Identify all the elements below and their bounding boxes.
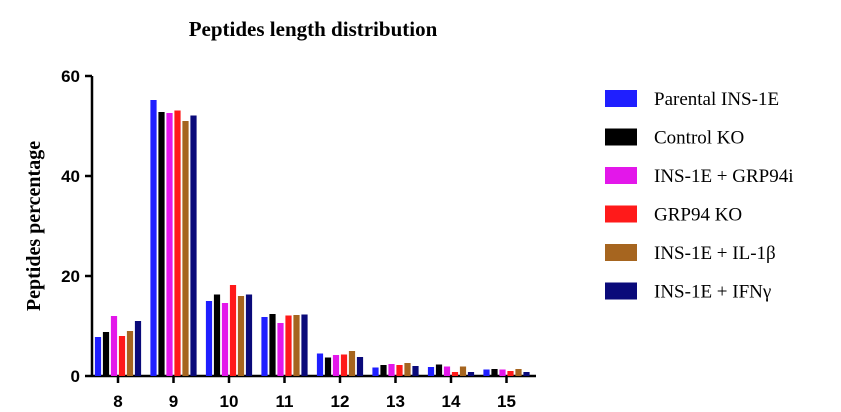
bar xyxy=(316,353,324,376)
bar xyxy=(324,357,332,376)
legend-label: Control KO xyxy=(654,128,744,149)
x-tick-label: 12 xyxy=(331,392,350,411)
bar xyxy=(523,372,530,376)
legend-label: Parental INS-1E xyxy=(654,89,779,110)
bar xyxy=(285,315,292,376)
bar xyxy=(293,315,300,376)
bar xyxy=(499,369,506,376)
bar xyxy=(491,369,498,376)
chart-title: Peptides length distribution xyxy=(189,17,438,41)
bar xyxy=(237,296,245,376)
x-tick-label: 8 xyxy=(113,392,122,411)
bar xyxy=(340,354,348,376)
legend-swatch xyxy=(605,128,637,146)
legend-swatch xyxy=(605,244,637,261)
bar xyxy=(182,121,189,376)
bar xyxy=(174,110,181,376)
bar xyxy=(356,357,364,376)
x-tick-label: 9 xyxy=(169,392,178,411)
bar xyxy=(118,336,126,376)
bar xyxy=(102,332,110,376)
bar xyxy=(277,323,284,376)
y-tick-label: 40 xyxy=(61,167,80,186)
bar xyxy=(332,355,340,376)
bar xyxy=(134,321,142,376)
bar xyxy=(507,371,514,376)
legend-label: INS-1E + IFNγ xyxy=(654,282,771,303)
legend: Parental INS-1E Control KO INS-1E + GRP94i… xyxy=(605,89,794,303)
legend-label: INS-1E + IL-1β xyxy=(654,243,776,264)
bar xyxy=(110,316,118,376)
y-tick-label: 20 xyxy=(61,267,80,286)
bar xyxy=(412,366,419,376)
x-tick-label: 15 xyxy=(497,392,516,411)
bar xyxy=(190,115,197,376)
bar xyxy=(269,314,276,376)
bar xyxy=(404,363,411,376)
bar xyxy=(94,337,102,376)
y-axis-label: Peptides percentage xyxy=(23,141,45,311)
y-tick-label: 60 xyxy=(61,67,80,86)
bar xyxy=(126,331,134,376)
bar xyxy=(205,301,213,376)
bar xyxy=(372,367,379,376)
bar xyxy=(301,314,308,376)
legend-swatch xyxy=(605,205,637,223)
bar xyxy=(483,369,490,376)
bar xyxy=(515,369,522,376)
x-tick-label: 10 xyxy=(220,392,239,411)
bar xyxy=(380,365,387,376)
bar xyxy=(396,365,403,376)
bar xyxy=(229,285,237,376)
plot-area: 0 20 40 60 8 9 10 11 12 13 14 15 xyxy=(61,67,536,411)
bar xyxy=(150,100,157,376)
legend-label: GRP94 KO xyxy=(654,205,742,226)
bar xyxy=(245,294,253,376)
bar xyxy=(261,317,268,376)
legend-swatch xyxy=(605,282,637,300)
x-tick-label: 13 xyxy=(386,392,405,411)
bar xyxy=(459,366,467,376)
legend-swatch xyxy=(605,167,637,184)
x-tick-label: 11 xyxy=(276,392,294,411)
x-tick-label: 14 xyxy=(442,392,461,411)
bar xyxy=(435,364,443,376)
bar xyxy=(348,351,356,376)
bar xyxy=(443,366,451,376)
bar xyxy=(213,294,221,376)
bar xyxy=(467,372,475,376)
bar xyxy=(221,303,229,376)
y-tick-label: 0 xyxy=(71,367,80,386)
legend-swatch xyxy=(605,90,637,107)
bar xyxy=(158,112,165,376)
bar xyxy=(427,367,435,376)
bar xyxy=(388,364,395,376)
legend-label: INS-1E + GRP94i xyxy=(654,166,794,187)
bar xyxy=(451,372,459,376)
bar xyxy=(166,113,173,376)
